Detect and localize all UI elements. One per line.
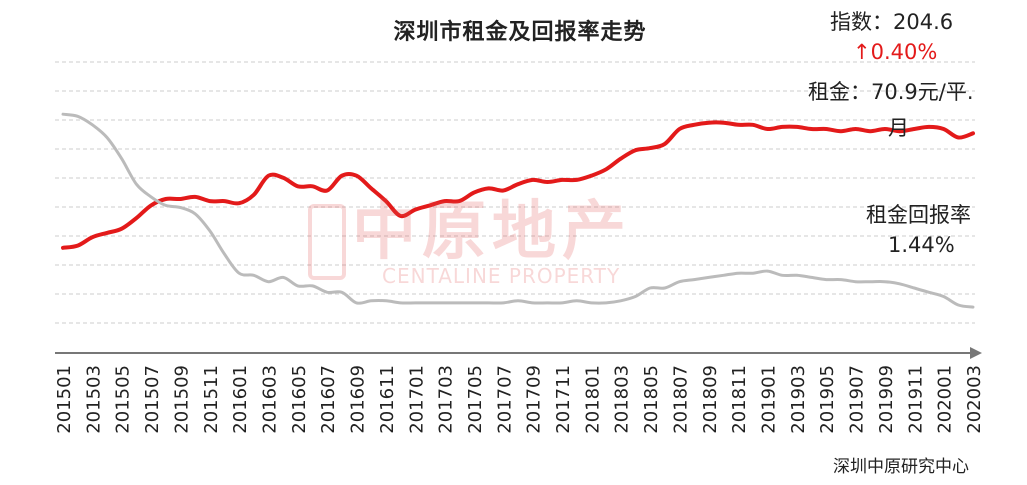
index-annotation: 指数：204.6: [830, 10, 954, 34]
x-tick-label: 201709: [524, 365, 545, 434]
x-tick-label: 201803: [612, 365, 633, 434]
x-tick-label: 201901: [759, 365, 780, 434]
x-tick-label: 201807: [671, 365, 692, 434]
x-tick-label: 201507: [142, 365, 163, 434]
rent-series-line: [61, 120, 975, 250]
x-tick-label: 201603: [260, 365, 281, 434]
yield-value: 1.44%: [888, 233, 955, 257]
x-tick-label: 201601: [230, 365, 251, 434]
gridlines: [55, 61, 975, 324]
x-tick-label: 201701: [406, 365, 427, 434]
x-tick-label: 202001: [935, 365, 956, 434]
yield-label: 租金回报率: [866, 203, 971, 227]
x-tick-label: 201907: [847, 365, 868, 434]
x-tick-label: 201801: [582, 365, 603, 434]
x-tick-label: 201911: [905, 365, 926, 434]
x-tick-label: 201703: [436, 365, 457, 434]
x-axis: [55, 347, 982, 359]
series-layer: [61, 112, 975, 309]
x-tick-label: 201809: [700, 365, 721, 434]
x-tick-label: 201705: [465, 365, 486, 434]
x-tick-label: 201503: [83, 365, 104, 434]
x-tick-label: 201811: [729, 365, 750, 434]
x-tick-label: 201609: [348, 365, 369, 434]
x-axis-arrow-icon: [970, 347, 982, 359]
x-tick-label: 201711: [553, 365, 574, 434]
x-tick-label: 202003: [964, 365, 985, 434]
rent-annotation: 租金：70.9元/平.: [808, 80, 974, 104]
x-tick-label: 201805: [641, 365, 662, 434]
x-tick-label: 201707: [494, 365, 515, 434]
x-tick-label: 201903: [788, 365, 809, 434]
chart-title: 深圳市租金及回报率走势: [393, 20, 647, 45]
x-tick-label: 201605: [289, 365, 310, 434]
x-tick-label: 201607: [318, 365, 339, 434]
x-tick-label: 201611: [377, 365, 398, 434]
x-tick-label: 201909: [876, 365, 897, 434]
x-tick-label: 201501: [54, 365, 75, 434]
x-tick-label: 201509: [171, 365, 192, 434]
x-tick-label: 201905: [817, 365, 838, 434]
change-annotation: ↑0.40%: [853, 40, 938, 64]
rent-annotation-unit: 月: [888, 116, 909, 140]
source-note: 深圳中原研究中心: [833, 457, 969, 477]
x-tick-label: 201511: [201, 365, 222, 434]
yield-series-line: [61, 112, 975, 309]
x-tick-label: 201505: [113, 365, 134, 434]
x-tick-labels: 201501 201503 201505 201507 201509 201511 2016…: [54, 365, 985, 434]
